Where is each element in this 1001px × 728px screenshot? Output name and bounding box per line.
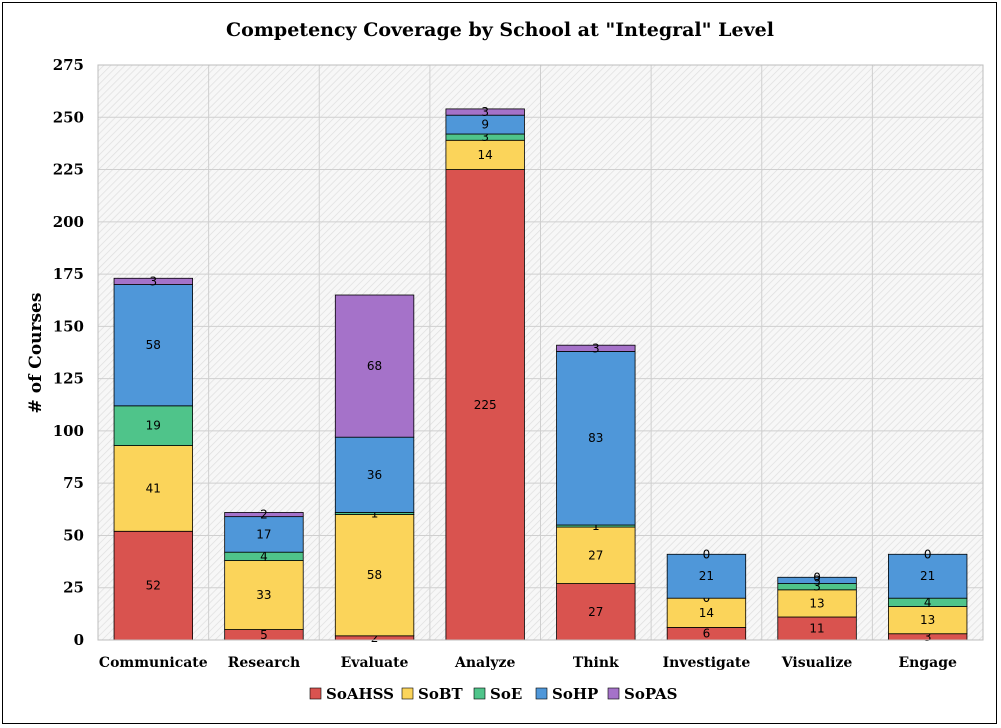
data-label: 68: [367, 359, 382, 373]
data-label: 17: [256, 527, 271, 541]
data-label: 0: [703, 547, 711, 561]
data-label: 27: [588, 548, 603, 562]
data-label: 13: [920, 613, 935, 627]
data-label: 225: [474, 398, 497, 412]
y-tick-label: 225: [53, 161, 84, 179]
legend-swatch-sopas: [607, 687, 620, 700]
legend: SoAHSS SoBT SoE SoHP SoPAS: [309, 685, 678, 703]
y-tick-label: 250: [53, 108, 84, 126]
legend-swatch-soe: [473, 687, 486, 700]
x-tick-label: Think: [573, 655, 619, 671]
bar-segment-sohp: [888, 553, 968, 599]
bar-segment-sohp: [224, 516, 304, 553]
bar-segment-sopas: [445, 108, 525, 116]
y-tick-label: 50: [63, 526, 84, 544]
data-label: 3: [592, 341, 600, 355]
data-label: 0: [813, 570, 821, 584]
bar-segment-sobt: [445, 139, 525, 170]
data-label: 58: [367, 568, 382, 582]
data-label: 33: [256, 588, 271, 602]
legend-swatch-sobt: [401, 687, 414, 700]
data-label: 2: [371, 631, 379, 645]
bar-segment-sohp: [777, 576, 857, 584]
data-label: 3: [813, 580, 821, 594]
data-label: 1: [371, 507, 379, 521]
y-tick-label: 0: [74, 631, 84, 649]
bar-segment-sobt: [777, 589, 857, 618]
x-tick-label: Research: [228, 655, 300, 671]
y-tick-label: 200: [53, 213, 84, 231]
y-axis-title: # of Courses: [26, 293, 46, 414]
plot-border: [97, 64, 984, 641]
bar-segment-sobt: [666, 597, 747, 628]
data-label: 6: [703, 627, 711, 641]
data-label: 52: [146, 579, 161, 593]
data-label: 4: [260, 549, 268, 563]
x-tick-label: Engage: [898, 655, 956, 671]
legend-label: SoPAS: [624, 685, 678, 703]
bar-segment-sopas: [224, 512, 304, 518]
data-label: 9: [481, 118, 489, 132]
data-label: 14: [478, 148, 493, 162]
data-label: 1: [592, 519, 600, 533]
bar-segment-soahss: [113, 530, 193, 641]
y-tick-label: 75: [63, 474, 84, 492]
bar-segment-soahss: [445, 169, 525, 641]
bar-segment-sohp: [556, 351, 636, 526]
bar-segment-sopas: [334, 294, 415, 438]
data-label: 83: [588, 431, 603, 445]
bar-segment-sohp: [666, 553, 747, 599]
legend-label: SoHP: [552, 685, 598, 703]
bar-segment-sobt: [334, 514, 415, 637]
y-tick-label: 275: [53, 56, 84, 74]
data-label: 5: [260, 628, 268, 642]
x-tick-label: Communicate: [99, 655, 208, 671]
bar-segment-sopas: [113, 277, 193, 285]
bar-segment-sobt: [113, 445, 193, 532]
bar-segment-sohp: [334, 436, 415, 513]
plot-area: 0255075100125150175200225250275524119583…: [53, 56, 984, 671]
data-label: 19: [146, 419, 161, 433]
data-label: 3: [813, 573, 821, 587]
data-label: 3: [924, 630, 932, 644]
data-label: 11: [809, 622, 824, 636]
data-label: 3: [481, 105, 489, 119]
data-label: 3: [481, 130, 489, 144]
bar-segment-sobt: [888, 606, 968, 635]
legend-swatch-sohp: [535, 687, 548, 700]
data-label: 21: [699, 569, 714, 583]
y-tick-label: 150: [53, 317, 84, 335]
bar-segment-sohp: [113, 284, 193, 407]
x-tick-label: Analyze: [454, 655, 516, 671]
legend-label: SoAHSS: [326, 685, 394, 703]
data-label: 13: [809, 596, 824, 610]
data-label: 21: [920, 569, 935, 583]
x-tick-label: Investigate: [663, 655, 751, 671]
x-tick-label: Evaluate: [341, 655, 409, 671]
legend-label: SoBT: [418, 685, 464, 703]
bar-segment-sobt: [224, 560, 304, 630]
data-label: 41: [146, 481, 161, 495]
y-tick-label: 100: [53, 422, 84, 440]
data-label: 3: [149, 274, 157, 288]
stacked-bar-chart: Competency Coverage by School at "Integr…: [26, 19, 984, 703]
data-label: 58: [146, 338, 161, 352]
chart-title: Competency Coverage by School at "Integr…: [226, 19, 774, 41]
x-tick-label: Visualize: [781, 655, 853, 671]
legend-swatch-soahss: [309, 687, 322, 700]
data-label: 2: [260, 508, 268, 522]
legend-label: SoE: [490, 685, 522, 703]
bar-segment-sobt: [556, 526, 636, 584]
bar-segment-sopas: [556, 344, 636, 352]
y-tick-label: 125: [53, 370, 84, 388]
data-label: 4: [924, 595, 932, 609]
y-tick-label: 175: [53, 265, 84, 283]
data-label: 27: [588, 605, 603, 619]
y-tick-label: 25: [63, 579, 84, 597]
data-label: 0: [924, 547, 932, 561]
data-label: 36: [367, 468, 382, 482]
data-label: 14: [699, 606, 714, 620]
